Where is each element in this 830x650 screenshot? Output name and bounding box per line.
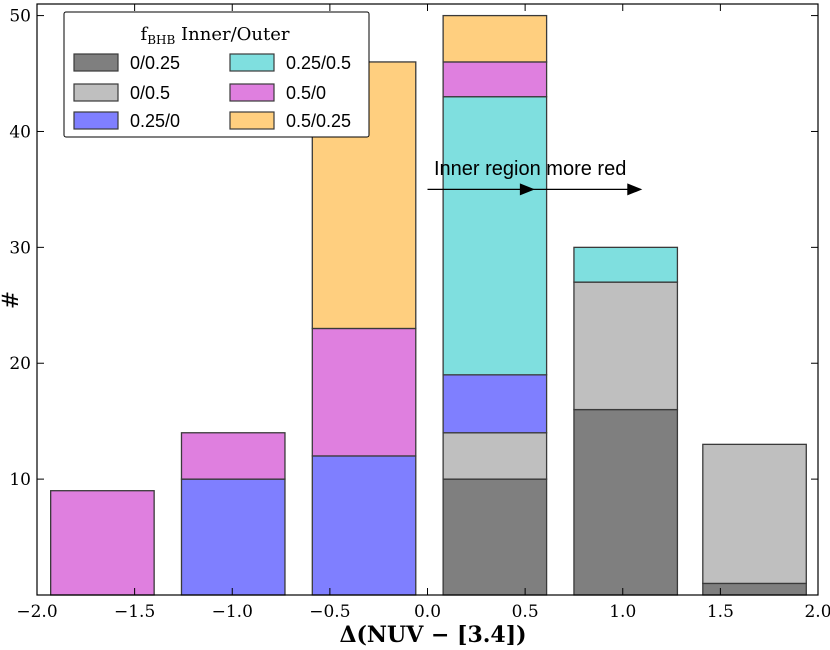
y-tick-label: 50: [9, 7, 31, 27]
bar-bin0-series4: [50, 490, 155, 596]
annotation-arrow-head-end: [627, 183, 643, 196]
legend-label-3: 0.25/0.5: [286, 53, 351, 73]
legend-label-1: 0/0.5: [130, 83, 170, 103]
bar-bin3-series4: [442, 61, 548, 98]
legend-swatch-4: [229, 83, 275, 102]
bar-bin3-series3: [442, 96, 548, 376]
bar-bin4-series0: [573, 408, 679, 596]
legend-label-5: 0.5/0.25: [286, 111, 351, 131]
x-tick-label: 1.5: [707, 602, 734, 622]
legend-label-2: 0.25/0: [130, 111, 180, 131]
y-tick-label: 20: [9, 354, 31, 374]
x-axis-label: Δ(NUV − [3.4]): [339, 622, 526, 648]
x-tick-label: −1.0: [212, 602, 253, 622]
x-tick-label: 0.0: [414, 602, 441, 622]
legend-box: [63, 11, 370, 138]
x-tick-label: 0.5: [512, 602, 539, 622]
y-axis-label: #: [0, 291, 24, 309]
x-tick-label: −0.5: [309, 602, 350, 622]
bar-bin2-series4: [311, 327, 417, 457]
legend-swatch-1: [73, 83, 119, 102]
annotation: Inner region more red: [427, 158, 643, 196]
legend-title-sub: BHB: [147, 33, 175, 47]
legend-label-4: 0.5/0: [286, 83, 326, 103]
bar-bin1-series2: [180, 478, 286, 596]
bar-bin4-series3: [573, 246, 679, 283]
legend-swatch-2: [73, 111, 119, 130]
y-tick-label: 40: [9, 122, 31, 142]
x-tick-label: 2.0: [804, 602, 830, 622]
bar-bin3-series5: [442, 14, 548, 63]
annotation-text: Inner region more red: [434, 158, 626, 180]
bar-bin5-series1: [702, 443, 807, 585]
x-tick-label: −1.5: [114, 602, 155, 622]
legend-title: fBHB Inner/Outer: [141, 24, 290, 47]
bar-bin3-series1: [442, 432, 548, 480]
legend-title-rest: Inner/Outer: [175, 24, 290, 45]
legend-swatch-5: [229, 111, 275, 130]
annotation-arrow-head-mid: [519, 183, 535, 196]
bar-bin2-series2: [311, 455, 417, 596]
bar-bin1-series4: [180, 432, 286, 480]
legend-label-0: 0/0.25: [130, 53, 180, 73]
ticks-group: [36, 4, 819, 595]
y-tick-label: 10: [9, 470, 31, 490]
bars-group: [50, 14, 807, 596]
legend-swatch-3: [229, 53, 275, 72]
bar-bin4-series1: [573, 281, 679, 411]
legend: fBHB Inner/Outer 0/0.25 0/0.5 0.25/0 0.25/0…: [63, 11, 370, 138]
legend-entries: 0/0.25 0/0.5 0.25/0 0.25/0.5 0.5/0 0.5/0.25: [73, 53, 351, 131]
tick-labels-group: −2.0 −1.5 −1.0 −0.5 0.0 0.5 1.0 1.5 2.0 10 20 30 40 5…: [9, 7, 830, 622]
y-tick-label: 30: [9, 238, 31, 258]
x-tick-label: −2.0: [16, 602, 57, 622]
x-tick-label: 1.0: [609, 602, 636, 622]
legend-title-f: f: [141, 24, 149, 45]
bar-bin3-series0: [442, 478, 548, 596]
legend-swatch-0: [73, 53, 119, 72]
bar-bin5-series0: [702, 582, 807, 596]
bar-bin3-series2: [442, 374, 548, 434]
